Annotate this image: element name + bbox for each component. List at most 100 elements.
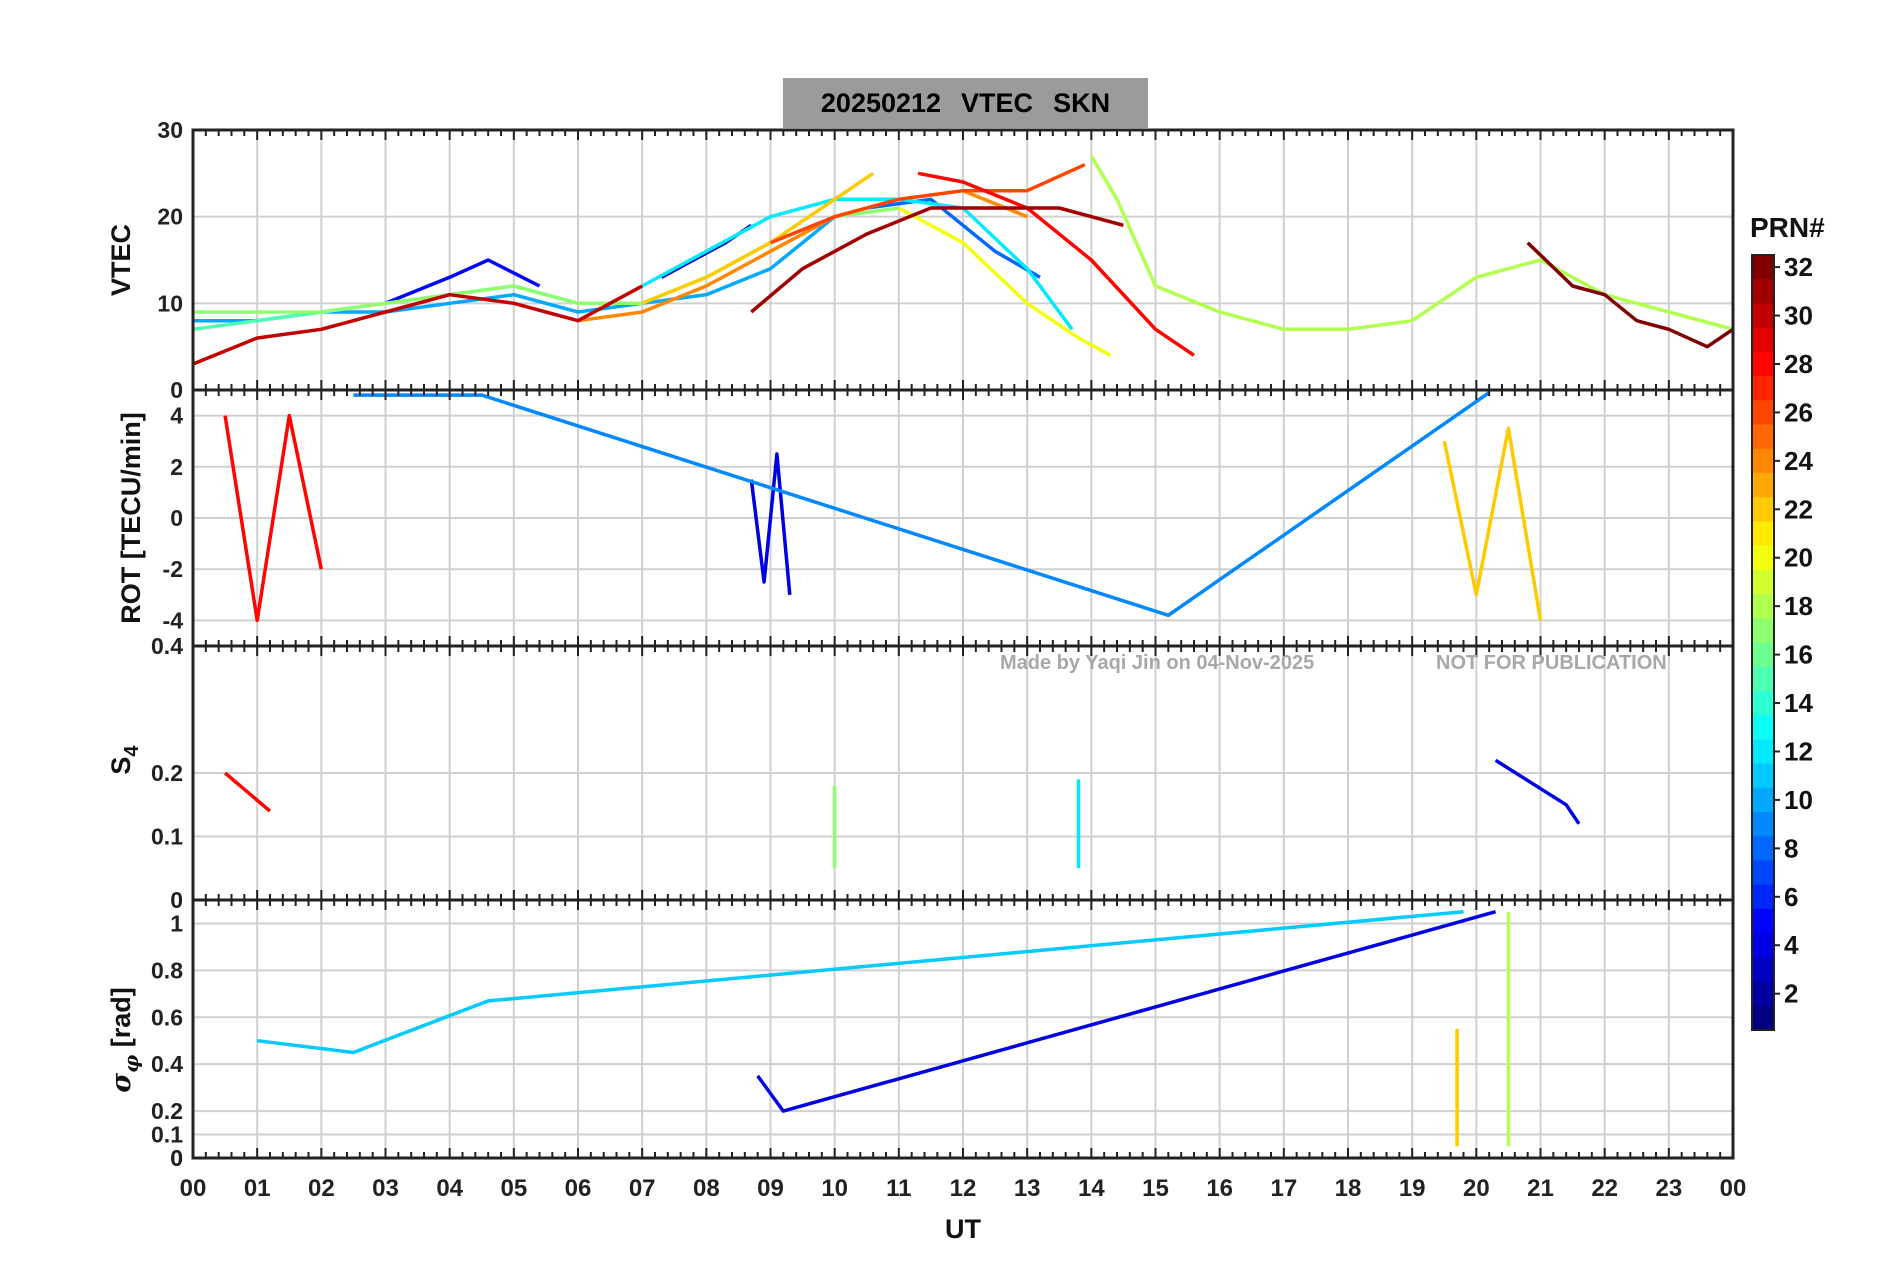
x-tick-label: 01 [244, 1175, 271, 1202]
colorbar-segment [1752, 908, 1774, 934]
y-tick-label: 0.4 [151, 1051, 183, 1077]
x-tick-label: 19 [1399, 1175, 1426, 1202]
x-tick-label: 02 [308, 1175, 335, 1202]
y-axis-label-sub: 4 [121, 745, 143, 757]
x-tick-label: 00 [180, 1175, 207, 1202]
series-prn-28 [917, 171, 1195, 357]
x-tick-label: 05 [500, 1175, 527, 1202]
title-station: SKN [1053, 87, 1111, 118]
series-prn-20 [897, 206, 1112, 357]
series-prn-28 [223, 771, 272, 813]
colorbar-segment [1752, 787, 1774, 813]
colorbar-tick-label: 4 [1784, 930, 1799, 960]
colorbar-segment [1752, 763, 1774, 789]
series-prn-28 [223, 413, 324, 623]
y-axis-label: ROT [TECU/min] [116, 412, 146, 623]
colorbar-segment [1752, 448, 1774, 474]
panel-vtec: 0 10 20 30 VTEC [106, 117, 1735, 403]
series-prn-26 [769, 163, 1086, 245]
x-tick-label: 14 [1078, 1175, 1105, 1202]
colorbar-segment [1752, 400, 1774, 426]
colorbar-segment [1752, 545, 1774, 571]
colorbar-segment [1752, 739, 1774, 765]
colorbar-tick-label: 12 [1784, 736, 1813, 766]
y-tick-label: 0.6 [151, 1004, 183, 1030]
series-prn-32 [1526, 241, 1734, 349]
y-tick-label: 4 [170, 403, 183, 429]
panel-s4: 0 0.1 0.2 0.4 S4 [106, 633, 1735, 913]
colorbar-tick-label: 30 [1784, 301, 1813, 331]
y-tick-label: -4 [163, 607, 184, 633]
y-tick-label: 0.8 [151, 957, 183, 983]
series-prn-18 [1089, 155, 1734, 332]
x-tick-label: 17 [1270, 1175, 1297, 1202]
y-tick-label: -2 [163, 556, 183, 582]
series-prn-12 [641, 197, 1074, 331]
colorbar-segment [1752, 569, 1774, 595]
y-tick-label: 0 [170, 1145, 183, 1171]
y-axis-label-unit: [rad] [106, 987, 136, 1055]
y-tick-label: 1 [170, 910, 183, 936]
y-tick-label: 0 [170, 887, 183, 913]
colorbar-segment [1752, 933, 1774, 958]
colorbar-tick-label: 32 [1784, 252, 1813, 282]
colorbar-tick-label: 16 [1784, 640, 1813, 670]
series-prn-31 [750, 206, 1124, 314]
series-prn-17 [193, 206, 900, 314]
x-tick-label: 20 [1463, 1175, 1490, 1202]
x-tick-label: 09 [757, 1175, 784, 1202]
title-box: 20250212 VTEC SKN [783, 78, 1148, 128]
colorbar-segment [1752, 666, 1774, 692]
y-tick-label: 0 [170, 1145, 183, 1171]
y-tick-label: 2 [170, 454, 183, 480]
x-tick-label: 11 [886, 1175, 911, 1202]
colorbar-tick-label: 24 [1784, 446, 1813, 476]
colorbar-tick-label: 26 [1784, 397, 1813, 427]
y-tick-label: 0 [170, 377, 183, 403]
y-tick-label: 0.1 [151, 824, 183, 850]
series-prn-30 [192, 284, 644, 366]
colorbar-tick-label: 22 [1784, 494, 1813, 524]
colorbar-frame [1751, 254, 1775, 1031]
colorbar-segment [1752, 981, 1774, 1007]
colorbar-tick-label: 28 [1784, 349, 1813, 379]
colorbar-segment [1752, 303, 1774, 329]
colorbar-segment [1752, 327, 1774, 353]
y-tick-label: 0.4 [151, 633, 183, 659]
colorbar-segment [1752, 618, 1774, 643]
x-tick-label: 21 [1527, 1175, 1554, 1202]
y-axis-label: S4 [106, 745, 143, 775]
colorbar-segment [1752, 690, 1774, 716]
series-prn-4 [756, 910, 1497, 1113]
colorbar-segment [1752, 424, 1774, 450]
colorbar-segment [1752, 884, 1774, 910]
colorbar-segment [1752, 836, 1774, 861]
colorbar-segment [1752, 472, 1774, 498]
title-parameter: VTEC [961, 87, 1034, 118]
x-tick-label: 07 [629, 1175, 656, 1202]
x-tick-label: 13 [1014, 1175, 1041, 1202]
colorbar-tick-label: 6 [1784, 882, 1798, 912]
colorbar-segment [1752, 957, 1774, 983]
series-prn-11 [256, 909, 1464, 1055]
colorbar-segment [1752, 521, 1774, 547]
watermark-author: Made by Yaqi Jin on 04-Nov-2025 [1000, 652, 1315, 674]
colorbar-segment [1752, 279, 1774, 304]
x-tick-label: 06 [565, 1175, 592, 1202]
y-axis-label: σφ [rad] [106, 987, 143, 1093]
x-axis-label: UT [945, 1214, 981, 1244]
x-tick-label: 04 [436, 1175, 463, 1202]
y-tick-label: 10 [157, 290, 183, 316]
series-prn-22 [641, 171, 875, 305]
series-prn-8 [866, 197, 1041, 279]
colorbar-tick-label: 2 [1784, 979, 1798, 1009]
x-tick-label: 22 [1591, 1175, 1618, 1202]
colorbar-segment [1752, 1005, 1774, 1031]
series-prn-22 [1442, 426, 1543, 621]
colorbar-tick-label: 10 [1784, 785, 1813, 815]
colorbar-segment [1752, 715, 1774, 740]
colorbar-tick-label: 14 [1784, 688, 1813, 718]
